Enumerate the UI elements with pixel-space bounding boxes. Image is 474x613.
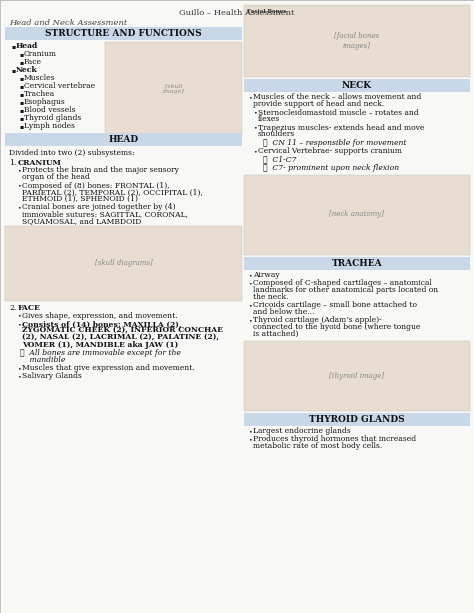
Text: •: • [17,183,21,189]
Text: ETHMOID (1), SPHENOID (1): ETHMOID (1), SPHENOID (1) [22,195,138,203]
Text: Trapezius muscles- extends head and move: Trapezius muscles- extends head and move [258,124,424,132]
Text: •: • [253,110,257,115]
Text: •: • [248,273,252,278]
Text: (2), NASAL (2), LACRIMAL (2), PALATINE (2),: (2), NASAL (2), LACRIMAL (2), PALATINE (… [22,333,219,341]
Text: Head and Neck Assessment: Head and Neck Assessment [9,19,127,27]
Text: Muscles of the neck – allows movement and: Muscles of the neck – allows movement an… [253,93,421,101]
Text: Lymph nodes: Lymph nodes [24,122,75,130]
Text: ▪: ▪ [19,116,23,121]
Text: ▪: ▪ [19,52,23,57]
Text: Trachea: Trachea [24,90,55,98]
Text: [facial bones
images]: [facial bones images] [334,32,380,50]
Text: ▪: ▪ [19,92,23,97]
Text: Esophagus: Esophagus [24,98,66,106]
Text: Produces thyroid hormones that increased: Produces thyroid hormones that increased [253,435,416,443]
Text: Protects the brain and the major sensory: Protects the brain and the major sensory [22,167,179,175]
Text: HEAD: HEAD [109,135,138,144]
Text: •: • [253,126,257,131]
Text: •: • [17,314,21,319]
Text: Cricoids cartilage – small bone attached to: Cricoids cartilage – small bone attached… [253,301,417,309]
Text: •: • [17,205,21,210]
Text: ZYGOMATIC CHEEK (2), INFERIOR CONCHAE: ZYGOMATIC CHEEK (2), INFERIOR CONCHAE [22,327,223,335]
FancyBboxPatch shape [5,27,242,40]
FancyBboxPatch shape [244,341,470,411]
Text: Airway: Airway [253,271,280,279]
Text: ▪: ▪ [19,60,23,65]
Text: organ of the head: organ of the head [22,173,90,181]
Text: SQUAMOSAL, and LAMBDOID: SQUAMOSAL, and LAMBDOID [22,217,141,225]
Text: ✓  C1-C7: ✓ C1-C7 [263,155,297,163]
Text: metabolic rate of most body cells.: metabolic rate of most body cells. [253,442,382,450]
FancyBboxPatch shape [244,413,470,425]
Text: Cervical vertebrae: Cervical vertebrae [24,82,95,90]
Text: Face: Face [24,58,42,66]
Text: ▪: ▪ [19,84,23,89]
Text: Blood vessels: Blood vessels [24,106,75,114]
Text: shoulders: shoulders [258,131,295,139]
Text: Neck: Neck [16,66,38,74]
Text: THYROID GLANDS: THYROID GLANDS [309,415,405,424]
Text: Cervical Vertebrae- supports cranium: Cervical Vertebrae- supports cranium [258,147,402,155]
Text: Thyroid cartilage (Adam’s apple)-: Thyroid cartilage (Adam’s apple)- [253,316,382,324]
Text: 1.: 1. [9,159,16,167]
Text: Cranial bones are joined together by (4): Cranial bones are joined together by (4) [22,204,176,211]
FancyBboxPatch shape [244,256,470,270]
Text: Cranium: Cranium [24,50,57,58]
Text: •: • [248,429,252,434]
Text: flexes: flexes [258,115,280,123]
Text: 2.: 2. [9,304,16,312]
Text: Muscles: Muscles [24,74,55,82]
Text: Composed of (8) bones: FRONTAL (1),: Composed of (8) bones: FRONTAL (1), [22,181,170,189]
Text: •: • [17,169,21,173]
FancyBboxPatch shape [244,79,470,92]
Text: Consists of (14) bones: MAXILLA (2),: Consists of (14) bones: MAXILLA (2), [22,320,182,328]
Text: Thyroid glands: Thyroid glands [24,114,81,122]
FancyBboxPatch shape [105,42,242,135]
Text: Guillo – Health Assessment: Guillo – Health Assessment [179,9,295,17]
Text: Gives shape, expression, and movement.: Gives shape, expression, and movement. [22,312,178,320]
FancyBboxPatch shape [244,5,470,77]
Text: connected to the hyoid bone (where tongue: connected to the hyoid bone (where tongu… [253,323,420,331]
Text: ▪: ▪ [19,124,23,129]
Text: •: • [248,318,252,323]
Text: CRANIUM: CRANIUM [18,159,62,167]
Text: STRUCTURE AND FUNCTIONS: STRUCTURE AND FUNCTIONS [45,29,202,38]
Text: [skull diagrams]: [skull diagrams] [95,259,152,267]
Text: Facial Bones: Facial Bones [247,9,286,14]
Text: Divided into two (2) subsystems:: Divided into two (2) subsystems: [9,149,135,157]
Text: Salivary Glands: Salivary Glands [22,372,82,380]
Text: •: • [248,281,252,286]
Text: Composed of C-shaped cartilages – anatomical: Composed of C-shaped cartilages – anatom… [253,280,432,287]
Text: •: • [248,96,252,101]
Text: and below the...: and below the... [253,308,314,316]
Text: •: • [248,438,252,443]
Text: landmarks for other anatomical parts located on: landmarks for other anatomical parts loc… [253,286,438,294]
Text: •: • [248,303,252,308]
Text: the neck.: the neck. [253,293,288,301]
Text: ▪: ▪ [19,108,23,113]
Text: Muscles that give expression and movement.: Muscles that give expression and movemen… [22,364,195,372]
Text: •: • [17,322,21,327]
Text: TRACHEA: TRACHEA [332,259,383,267]
Text: ✓  All bones are immovable except for the: ✓ All bones are immovable except for the [20,349,181,357]
Text: ▪: ▪ [19,76,23,81]
Text: ▪: ▪ [11,68,15,73]
Text: is attached): is attached) [253,330,298,338]
FancyBboxPatch shape [5,133,242,146]
Text: [neck anatomy]: [neck anatomy] [329,210,384,218]
Text: provide support of head and neck.: provide support of head and neck. [253,101,384,109]
Text: immovable sutures: SAGITTAL, CORONAL,: immovable sutures: SAGITTAL, CORONAL, [22,210,188,218]
Text: Largest endocrine glands: Largest endocrine glands [253,427,351,435]
Text: PARIETAL (2), TEMPORAL (2), OCCIPITAL (1),: PARIETAL (2), TEMPORAL (2), OCCIPITAL (1… [22,188,203,196]
Text: [skull
image]: [skull image] [163,83,184,94]
Text: NECK: NECK [342,81,372,90]
Text: FACE: FACE [18,304,41,312]
FancyBboxPatch shape [5,226,242,301]
Text: Sternocleidomastoid muscle – rotates and: Sternocleidomastoid muscle – rotates and [258,109,419,116]
Text: •: • [253,149,257,154]
Text: •: • [17,375,21,379]
Text: ✓  C7- prominent upon neck flexion: ✓ C7- prominent upon neck flexion [263,164,399,172]
Text: •: • [17,366,21,371]
Text: ▪: ▪ [19,100,23,105]
